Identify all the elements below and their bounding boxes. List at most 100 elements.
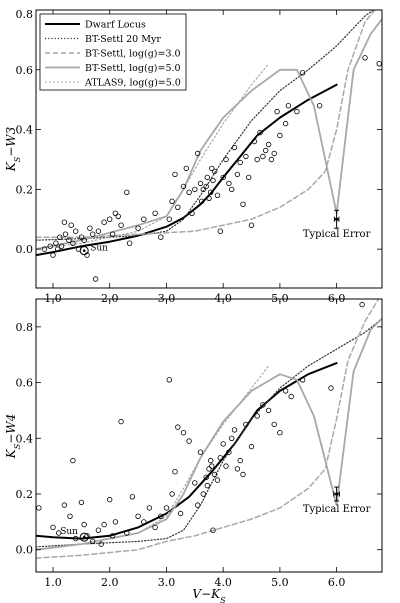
top-data-point bbox=[245, 174, 252, 181]
bottom-x-ticks: 1.0 2.0 3.0 4.0 5.0 6.0 bbox=[44, 299, 345, 589]
bottom-data-point bbox=[166, 377, 172, 383]
bottom-data-point bbox=[231, 427, 238, 433]
top-data-point bbox=[194, 150, 201, 157]
top-data-point bbox=[285, 102, 292, 109]
bottom-data-point bbox=[67, 513, 73, 519]
bottom-data-point bbox=[210, 527, 216, 533]
top-data-point bbox=[223, 156, 229, 163]
bottom-data-point bbox=[234, 466, 241, 472]
bottom-data-point bbox=[118, 418, 124, 425]
y-tick-label: 0.6 bbox=[16, 64, 34, 77]
top-data-point bbox=[192, 186, 198, 193]
bottom-series-bt-settl-20-myr bbox=[36, 317, 382, 548]
top-data-point bbox=[217, 228, 223, 234]
legend-label: ATLAS9, log(g)=5.0 bbox=[84, 78, 181, 89]
top-data-point bbox=[282, 120, 289, 127]
bottom-data-point bbox=[50, 524, 56, 531]
bottom-data-point bbox=[207, 457, 214, 464]
bottom-error-bar bbox=[333, 486, 340, 502]
bottom-data-point bbox=[237, 457, 243, 464]
bottom-data-point bbox=[328, 385, 334, 391]
legend-label: BT-Settl, log(g)=5.0 bbox=[85, 63, 181, 74]
bottom-sun-center bbox=[82, 535, 86, 539]
top-data-point bbox=[126, 240, 133, 246]
bottom-data-point bbox=[240, 471, 246, 478]
top-data-point bbox=[210, 177, 216, 184]
top-data-point bbox=[294, 108, 300, 115]
top-data-point bbox=[231, 144, 238, 151]
top-data-point bbox=[263, 147, 269, 154]
top-data-point bbox=[204, 174, 210, 181]
top-data-point bbox=[274, 108, 280, 115]
top-data-point bbox=[186, 189, 192, 195]
x-tick-label: 3.0 bbox=[158, 576, 176, 589]
top-data-point bbox=[124, 189, 130, 195]
top-data-point bbox=[268, 156, 275, 163]
top-panel: 1.0 2.0 3.0 4.0 5.0 6.0 0.00.20.40.60.8 KS−W3… bbox=[4, 8, 383, 305]
top-data-point bbox=[101, 219, 107, 225]
top-data-point bbox=[220, 174, 226, 181]
top-data-point bbox=[203, 183, 209, 190]
top-data-point bbox=[277, 132, 283, 139]
bottom-data-point bbox=[109, 533, 116, 539]
bottom-data-point bbox=[271, 421, 277, 428]
bottom-data-point bbox=[217, 455, 223, 461]
bottom-data-point bbox=[186, 438, 192, 444]
top-data-point bbox=[243, 153, 249, 160]
top-series-bt-settl-20-myr bbox=[36, 10, 375, 241]
bottom-data-point bbox=[72, 535, 79, 542]
top-data-point bbox=[254, 156, 260, 163]
legend-label: BT-Settl 20 Myr bbox=[85, 34, 161, 45]
top-data-point bbox=[257, 129, 263, 136]
legend-label: Dwarf Locus bbox=[85, 20, 146, 31]
bottom-data-point bbox=[359, 301, 365, 308]
top-data-point bbox=[61, 219, 68, 225]
bottom-data-point bbox=[135, 513, 141, 519]
bottom-data-point bbox=[260, 402, 266, 408]
bottom-data-point bbox=[223, 463, 229, 469]
top-data-point bbox=[112, 210, 119, 216]
bottom-axes-frame bbox=[35, 298, 383, 573]
top-data-point bbox=[81, 237, 87, 243]
top-data-point bbox=[197, 180, 204, 187]
x-tick-label: 1.0 bbox=[44, 576, 62, 589]
bottom-data-point bbox=[146, 505, 153, 511]
bottom-sun-label: Sun bbox=[60, 527, 78, 537]
legend-box bbox=[39, 13, 187, 91]
y-tick-label: 0.4 bbox=[16, 432, 34, 445]
top-data-point bbox=[118, 222, 124, 228]
top-data-point bbox=[271, 150, 277, 157]
bottom-panel: 1.0 2.0 3.0 4.0 5.0 6.0 0.0 0.2 0.4 0.6 0.8 KS−W4… bbox=[4, 298, 383, 603]
top-data-point bbox=[169, 198, 175, 204]
bottom-data-point bbox=[206, 466, 212, 472]
top-error-bar bbox=[333, 209, 340, 229]
y-tick-label: 0.2 bbox=[16, 488, 34, 501]
bottom-data-point bbox=[254, 413, 260, 419]
bottom-error-bar-part bbox=[335, 492, 339, 496]
bottom-data-point bbox=[265, 407, 272, 414]
top-data-point bbox=[87, 225, 93, 231]
top-data-point bbox=[66, 237, 72, 243]
bottom-data-point bbox=[243, 421, 249, 428]
top-data-point bbox=[78, 234, 85, 240]
bottom-data-point bbox=[192, 480, 198, 486]
top-data-point bbox=[237, 159, 243, 166]
top-data-point bbox=[198, 198, 205, 204]
bottom-data-point bbox=[177, 510, 184, 517]
bottom-data-point bbox=[70, 457, 76, 464]
top-data-point bbox=[152, 210, 158, 216]
x-tick-label: 5.0 bbox=[271, 576, 289, 589]
top-data-point bbox=[175, 204, 181, 210]
top-sun-marker bbox=[79, 246, 89, 256]
top-model-curves bbox=[36, 10, 382, 257]
y-tick-label: 0.0 bbox=[16, 544, 34, 557]
legend-label: BT-Settl, log(g)=3.0 bbox=[85, 49, 181, 60]
x-tick-label: 2.0 bbox=[101, 576, 119, 589]
top-data-point bbox=[228, 186, 235, 193]
bottom-sun-marker bbox=[79, 532, 89, 542]
bottom-data-point bbox=[98, 541, 104, 547]
top-data-point bbox=[226, 180, 232, 187]
top-data-point bbox=[234, 171, 241, 178]
bottom-data-point bbox=[220, 441, 226, 447]
top-data-point bbox=[89, 231, 96, 237]
